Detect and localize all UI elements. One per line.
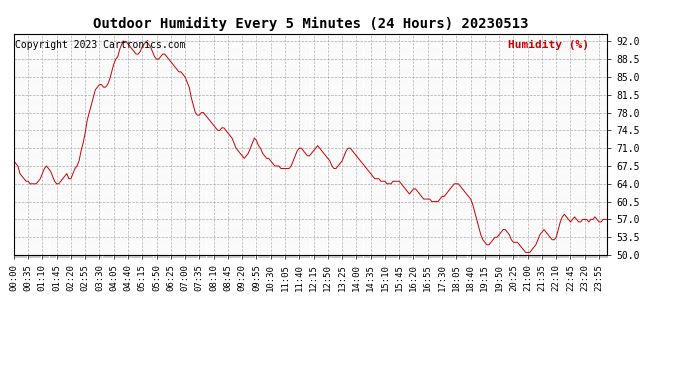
Text: Humidity (%): Humidity (%)	[509, 40, 589, 50]
Text: Copyright 2023 Cartronics.com: Copyright 2023 Cartronics.com	[15, 40, 186, 50]
Title: Outdoor Humidity Every 5 Minutes (24 Hours) 20230513: Outdoor Humidity Every 5 Minutes (24 Hou…	[92, 17, 529, 31]
